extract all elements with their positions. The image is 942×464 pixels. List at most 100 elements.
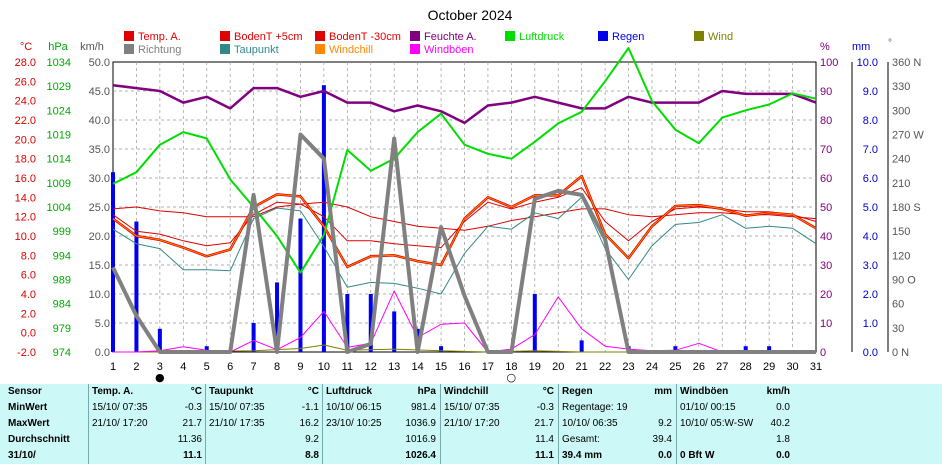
series-line: [112, 201, 817, 231]
rain-bar: [321, 85, 326, 352]
tick-label-hpa: 1009: [47, 178, 71, 190]
tick-label-mm: 4.0: [863, 231, 878, 243]
series-line: [112, 196, 817, 295]
cell-value: -0.3: [184, 402, 202, 413]
tick-label-hpa: 979: [53, 323, 71, 335]
cell-label: 10/10/ 06:35: [562, 418, 618, 429]
tick-label-mm: 1.0: [863, 318, 878, 330]
rain-bar: [251, 323, 256, 352]
tick-label-mm: 9.0: [863, 86, 878, 98]
tick-label-kmh: 10.0: [89, 289, 110, 301]
table-divider: [440, 384, 441, 464]
cell-value: 1.8: [776, 434, 790, 445]
series-line: [112, 47, 817, 274]
tick-label-deg: 180 S: [892, 202, 921, 214]
tick-label-degC: 0.0: [21, 328, 36, 340]
legend-label: Regen: [612, 31, 644, 43]
tick-label-pct: 70: [820, 144, 832, 156]
moon-phase-marker: ○: [507, 371, 517, 384]
cell-label: 21/10/ 17:20: [92, 418, 148, 429]
table-row: MaxWert 21/10/ 17:20 21.7 21/10/ 17:35 16.2 2…: [0, 416, 942, 432]
tick-label-mm: 6.0: [863, 173, 878, 185]
rain-bar: [275, 282, 280, 352]
rain-bar: [439, 346, 444, 352]
tick-label-pct: 100: [820, 57, 838, 69]
tick-label-degC: 22.0: [15, 115, 36, 127]
tick-label-hpa: 974: [53, 347, 71, 359]
tick-label-kmh: 35.0: [89, 144, 110, 156]
table-divider: [88, 384, 89, 464]
group-unit: °C: [307, 386, 319, 397]
x-tick-label: 3: [157, 361, 163, 373]
tick-label-kmh: 40.0: [89, 115, 110, 127]
series-line: [111, 132, 816, 354]
x-tick-label: 7: [251, 361, 257, 373]
x-tick-label: 15: [435, 361, 447, 373]
tick-label-deg: 150: [892, 226, 910, 238]
cell-value: 11.36: [177, 434, 202, 445]
rain-bar: [392, 311, 397, 352]
tick-label-degC: 4.0: [21, 289, 36, 301]
table-divider: [205, 384, 206, 464]
group-title: Windchill: [444, 386, 489, 397]
legend-swatch: [410, 31, 420, 41]
x-tick-label: 14: [412, 361, 424, 373]
tick-label-deg: 60: [892, 299, 904, 311]
table-row: Sensor Temp. A. °C Taupunkt °C Luftdruck hPa Wi…: [0, 384, 942, 400]
axis-header-degC: °C: [20, 41, 32, 53]
tick-label-degC: 10.0: [15, 231, 36, 243]
tick-label-degC: 26.0: [15, 76, 36, 88]
legend-swatch: [694, 31, 704, 41]
tick-label-degC: 2.0: [21, 308, 36, 320]
tick-label-mm: 10.0: [857, 57, 878, 69]
cell-label: 15/10/ 07:35: [92, 402, 148, 413]
cell-value: 39.4: [652, 434, 672, 445]
cell-label: Regentage: 19: [562, 402, 628, 413]
tick-label-hpa: 1034: [47, 57, 71, 69]
tick-label-hpa: 1029: [47, 81, 71, 93]
tick-label-kmh: 50.0: [89, 57, 110, 69]
group-title: Luftdruck: [326, 386, 373, 397]
x-tick-label: 23: [622, 361, 634, 373]
cell-label: Gesamt:: [562, 434, 600, 445]
x-tick-label: 21: [576, 361, 588, 373]
cell-label: 15/10/ 07:35: [209, 402, 265, 413]
axis-header-hpa: hPa: [48, 41, 68, 53]
tick-label-pct: 10: [820, 318, 832, 330]
x-tick-label: 9: [297, 361, 303, 373]
tick-label-mm: 7.0: [863, 144, 878, 156]
x-tick-label: 6: [227, 361, 233, 373]
tick-label-degC: 12.0: [15, 212, 36, 224]
rain-bar: [134, 221, 139, 352]
tick-label-degC: 24.0: [15, 96, 36, 108]
cell-value: 9.2: [305, 434, 319, 445]
x-tick-label: 27: [716, 361, 728, 373]
cell-value: 16.2: [299, 418, 319, 429]
tick-label-hpa: 1004: [47, 202, 71, 214]
axis-headers: °C hPa km/h% mm °: [20, 38, 892, 53]
x-tick-label: 25: [669, 361, 681, 373]
row-label: MaxWert: [8, 418, 50, 429]
cell-label: 21/10/ 17:35: [209, 418, 265, 429]
axis-header-mm: mm: [852, 41, 870, 53]
tick-label-degC: 20.0: [15, 134, 36, 146]
cell-value: 40.2: [770, 418, 790, 429]
cell-value: 1036.9: [405, 418, 436, 429]
rain-bar: [743, 346, 748, 352]
legend-label: Windchill: [329, 44, 373, 56]
table-divider: [558, 384, 559, 464]
x-tick-label: 12: [365, 361, 377, 373]
table-divider: [676, 384, 677, 464]
x-tick-label: 31: [810, 361, 822, 373]
legend-label: Temp. A.: [138, 31, 181, 43]
legend-label: Windböen: [424, 44, 474, 56]
tick-label-degC: 18.0: [15, 154, 36, 166]
tick-label-degC: 28.0: [15, 57, 36, 69]
x-tick-label: 11: [342, 361, 353, 373]
tick-label-deg: 120: [892, 250, 910, 262]
tick-label-deg: 210: [892, 178, 910, 190]
cell-label: 0 Bft W: [680, 450, 715, 461]
group-unit: mm: [654, 386, 672, 397]
group-title: Regen: [562, 386, 593, 397]
tick-label-degC: 8.0: [21, 250, 36, 262]
